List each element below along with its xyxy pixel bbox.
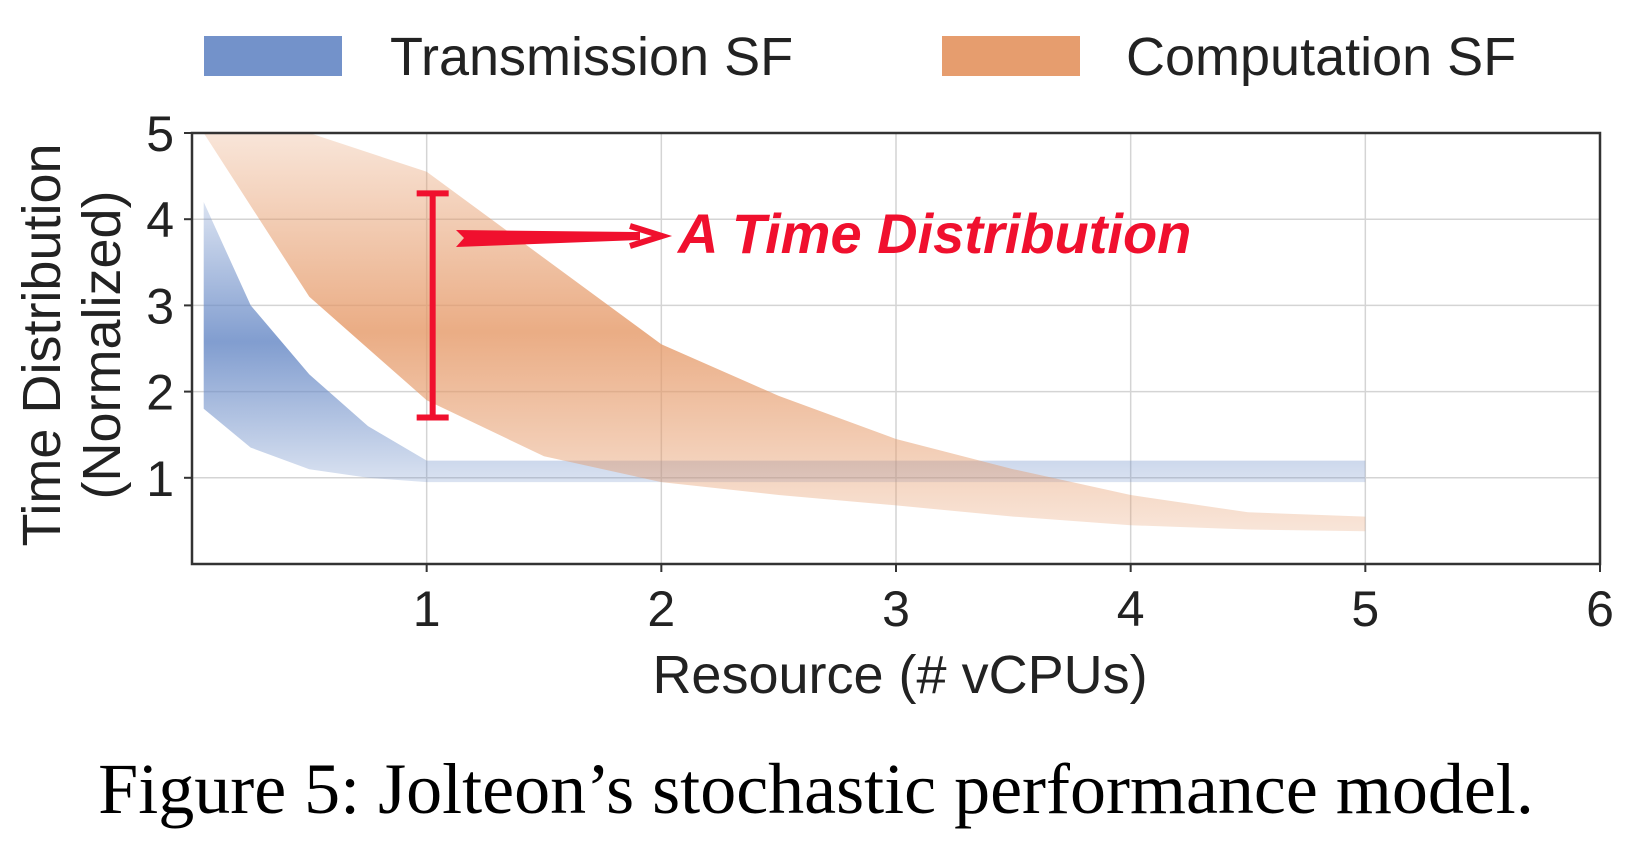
legend: Transmission SF Computation SF	[204, 27, 1516, 87]
y-tick-label: 4	[146, 192, 174, 248]
legend-swatch-transmission	[204, 36, 342, 76]
annotation-arrow	[456, 230, 640, 247]
x-tick-label: 2	[647, 581, 675, 637]
x-tick-label: 5	[1351, 581, 1379, 637]
data-bands	[203, 133, 1366, 532]
annotation-text: A Time Distribution	[676, 202, 1191, 265]
x-tick-label: 3	[882, 581, 910, 637]
transmission-band	[203, 202, 1366, 483]
legend-label-computation: Computation SF	[1126, 27, 1516, 87]
annotation: A Time Distribution	[416, 190, 1191, 421]
legend-label-transmission: Transmission SF	[390, 27, 793, 87]
figure-caption: Figure 5: Jolteon’s stochastic performan…	[98, 749, 1534, 829]
y-axis-label-line2: (Normalized)	[72, 190, 132, 499]
y-tick-label: 2	[146, 365, 174, 421]
annotation-arrow-head	[629, 223, 673, 249]
y-axis-label: Time Distribution (Normalized)	[12, 143, 132, 546]
x-tick-label: 4	[1117, 581, 1145, 637]
y-axis-label-line1: Time Distribution	[12, 143, 72, 546]
x-tick-label: 6	[1586, 581, 1614, 637]
x-tick-label: 1	[413, 581, 441, 637]
x-axis-label: Resource (# vCPUs)	[652, 645, 1147, 705]
y-tick-label: 1	[146, 451, 174, 507]
legend-swatch-computation	[942, 36, 1080, 76]
y-tick-label: 3	[146, 278, 174, 334]
axis-ticks: 1 2 3 4 5 6 1 2 3 4 5	[146, 106, 1614, 637]
y-tick-label: 5	[146, 106, 174, 162]
